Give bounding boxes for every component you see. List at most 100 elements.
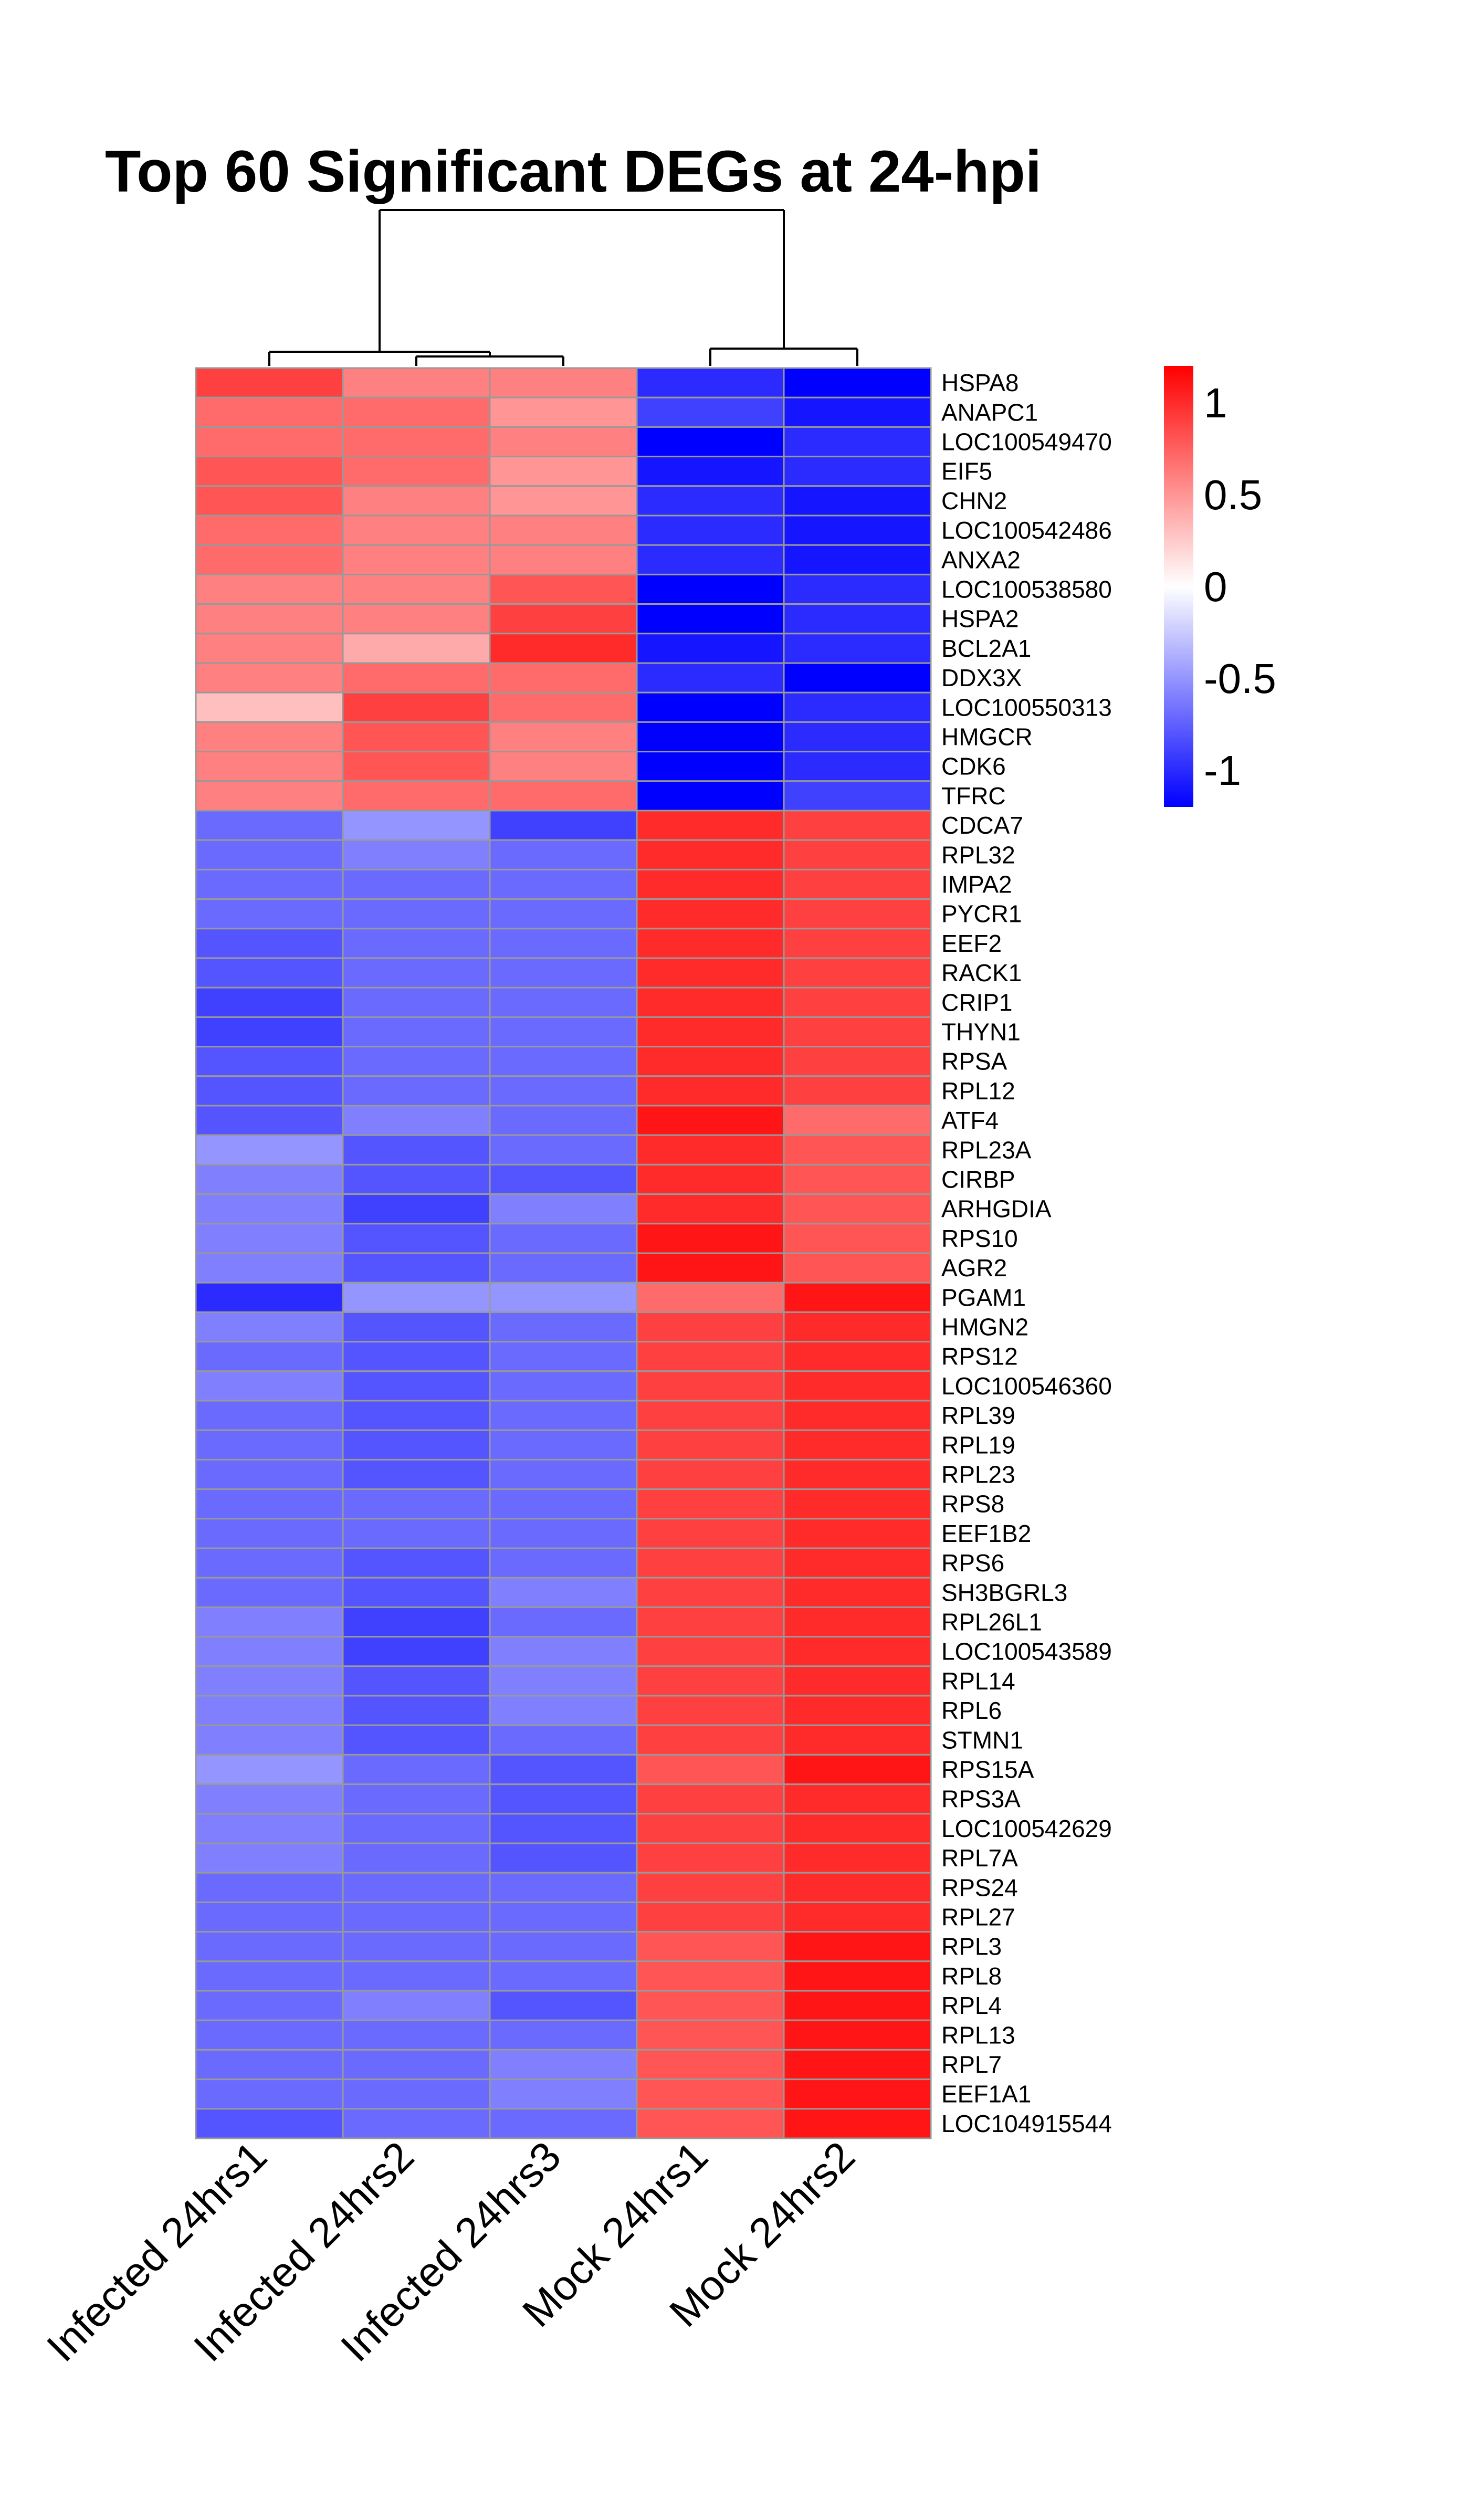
heatmap-cell xyxy=(489,1931,638,1962)
heatmap-cell xyxy=(342,1282,491,1313)
heatmap-cell xyxy=(783,1901,932,1933)
heatmap-cell xyxy=(636,1665,785,1697)
gene-label: RPL13 xyxy=(941,2021,1015,2049)
heatmap-cell xyxy=(783,1724,932,1756)
heatmap-cell xyxy=(195,1636,344,1667)
heatmap-cell xyxy=(342,1458,491,1490)
heatmap-cell xyxy=(342,1931,491,1962)
chart-title: Top 60 Significant DEGs at 24-hpi xyxy=(105,139,1042,204)
heatmap-cell xyxy=(783,485,932,517)
heatmap-cell xyxy=(195,1163,344,1195)
heatmap-cell xyxy=(783,367,932,398)
heatmap-cell xyxy=(489,1577,638,1608)
heatmap-cell xyxy=(783,810,932,841)
heatmap-cell xyxy=(636,1872,785,1903)
heatmap-cell xyxy=(783,633,932,664)
heatmap-cell xyxy=(195,1282,344,1313)
heatmap-cell xyxy=(636,1163,785,1195)
heatmap-cell xyxy=(636,456,785,487)
heatmap-cell xyxy=(783,426,932,458)
heatmap-cell xyxy=(342,514,491,546)
heatmap-cell xyxy=(195,1193,344,1225)
legend-tick-label: 1 xyxy=(1204,380,1227,426)
gene-label: ATF4 xyxy=(941,1107,999,1134)
heatmap-cell xyxy=(636,691,785,723)
heatmap-cell xyxy=(195,839,344,870)
heatmap-cell xyxy=(489,662,638,694)
heatmap-cell xyxy=(195,1518,344,1549)
heatmap-cell xyxy=(195,898,344,930)
heatmap-cell xyxy=(636,928,785,959)
heatmap-cell xyxy=(342,603,491,635)
heatmap-cell xyxy=(783,1252,932,1284)
heatmap-cell xyxy=(636,426,785,458)
heatmap-cell xyxy=(489,928,638,959)
gene-label: THYN1 xyxy=(941,1018,1021,1046)
heatmap-cell xyxy=(489,1960,638,1992)
heatmap-cell xyxy=(342,1695,491,1726)
heatmap-cell xyxy=(636,485,785,517)
heatmap-cell xyxy=(636,1370,785,1402)
gene-label: CRIP1 xyxy=(941,989,1012,1016)
heatmap-cell xyxy=(195,1990,344,2021)
heatmap-cell xyxy=(342,1370,491,1402)
heatmap-cell xyxy=(195,1724,344,1756)
heatmap-cell xyxy=(636,1960,785,1992)
heatmap-cell xyxy=(636,1075,785,1107)
heatmap-cell xyxy=(636,544,785,575)
heatmap-cell xyxy=(636,1046,785,1077)
heatmap-cell xyxy=(195,367,344,398)
heatmap-cell xyxy=(636,2108,785,2139)
heatmap-cell xyxy=(636,780,785,812)
heatmap-cell xyxy=(783,514,932,546)
heatmap-cell xyxy=(342,1134,491,1166)
heatmap-cell xyxy=(195,485,344,517)
heatmap-cell xyxy=(783,1547,932,1579)
heatmap-cell xyxy=(489,1547,638,1579)
heatmap-cell xyxy=(342,1193,491,1225)
heatmap-cell xyxy=(489,1282,638,1313)
heatmap-cell xyxy=(195,957,344,989)
heatmap-cell xyxy=(783,662,932,694)
gene-label: RPL7A xyxy=(941,1844,1018,1872)
heatmap-cell xyxy=(636,721,785,753)
gene-label: BCL2A1 xyxy=(941,635,1031,662)
heatmap-cell xyxy=(195,1311,344,1343)
heatmap-cell xyxy=(783,1046,932,1077)
gene-label: RPS15A xyxy=(941,1756,1034,1783)
heatmap-cell xyxy=(636,1695,785,1726)
heatmap-cell xyxy=(489,1901,638,1933)
heatmap-cell xyxy=(342,1577,491,1608)
heatmap-cell xyxy=(195,1606,344,1638)
heatmap-cell xyxy=(636,1813,785,1844)
heatmap-cell xyxy=(636,1577,785,1608)
heatmap-cell xyxy=(195,1105,344,1136)
heatmap-cell xyxy=(489,1488,638,1520)
heatmap-cell xyxy=(783,2078,932,2110)
gene-label: RPL32 xyxy=(941,841,1015,868)
heatmap-cell xyxy=(636,1783,785,1815)
heatmap-cell xyxy=(783,2019,932,2051)
heatmap-cell xyxy=(489,1193,638,1225)
heatmap-cell xyxy=(489,986,638,1018)
legend-color-bar xyxy=(1164,366,1193,807)
heatmap-cell xyxy=(342,721,491,753)
heatmap-cell xyxy=(489,751,638,782)
heatmap-cell xyxy=(342,1990,491,2021)
legend-tick-label: 0.5 xyxy=(1204,471,1262,518)
gene-label: ARHGDIA xyxy=(941,1195,1052,1223)
heatmap-cell xyxy=(195,721,344,753)
heatmap-cell xyxy=(195,1370,344,1402)
heatmap-cell xyxy=(342,868,491,900)
heatmap-cell xyxy=(195,1754,344,1786)
heatmap-cell xyxy=(342,1105,491,1136)
gene-label: RPS3A xyxy=(941,1786,1021,1813)
heatmap-cell xyxy=(783,1842,932,1874)
heatmap-cell xyxy=(195,1400,344,1431)
heatmap-cell xyxy=(342,1636,491,1667)
heatmap-cell xyxy=(342,1606,491,1638)
heatmap-cell xyxy=(342,986,491,1018)
heatmap-cell xyxy=(195,2108,344,2139)
heatmap-cell xyxy=(636,868,785,900)
